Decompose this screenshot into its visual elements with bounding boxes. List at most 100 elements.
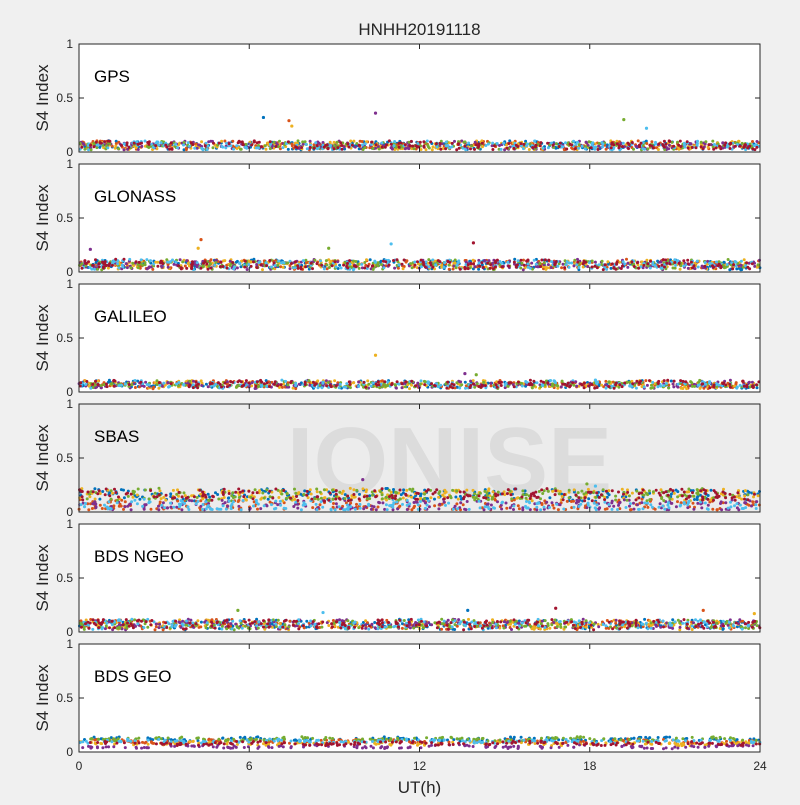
data-point — [728, 268, 731, 271]
data-point — [346, 262, 349, 265]
data-point — [670, 380, 673, 383]
data-point — [309, 146, 312, 149]
data-point — [182, 384, 185, 387]
data-point — [414, 501, 417, 504]
data-point — [451, 142, 454, 145]
data-point — [222, 265, 225, 268]
data-point — [539, 141, 542, 144]
data-point — [292, 495, 295, 498]
data-point — [118, 267, 121, 270]
data-point — [279, 265, 282, 268]
data-point — [95, 146, 98, 149]
data-point — [166, 261, 169, 264]
data-point — [308, 384, 311, 387]
y-axis-label: S4 Index — [33, 184, 52, 252]
data-point — [695, 146, 698, 149]
data-point — [604, 263, 607, 266]
data-point — [430, 264, 433, 267]
data-point — [375, 143, 378, 146]
data-point — [630, 508, 633, 511]
data-point — [436, 146, 439, 149]
data-point-peak — [622, 118, 625, 121]
data-point — [520, 382, 523, 385]
data-point — [621, 145, 624, 148]
data-point — [280, 493, 283, 496]
data-point — [181, 260, 184, 263]
data-point — [160, 260, 163, 263]
data-point — [696, 496, 699, 499]
data-point — [294, 492, 297, 495]
data-point — [527, 259, 530, 262]
data-point — [467, 263, 470, 266]
data-point — [551, 504, 554, 507]
data-point — [662, 499, 665, 502]
data-point — [136, 494, 139, 497]
data-point — [697, 493, 700, 496]
data-point — [373, 260, 376, 263]
data-point — [331, 489, 334, 492]
data-point — [507, 142, 510, 145]
data-point — [477, 146, 480, 149]
data-point — [657, 148, 660, 151]
data-point — [170, 141, 173, 144]
data-point — [564, 141, 567, 144]
data-point — [531, 386, 534, 389]
data-point — [753, 265, 756, 268]
data-point — [164, 144, 167, 147]
data-point — [316, 262, 319, 265]
data-point — [382, 266, 385, 269]
data-point — [336, 141, 339, 144]
data-point — [200, 384, 203, 387]
data-point — [453, 140, 456, 143]
data-point — [665, 382, 668, 385]
data-point — [131, 262, 134, 265]
data-point — [360, 263, 363, 266]
data-point — [487, 487, 490, 490]
data-point — [690, 142, 693, 145]
data-point — [611, 262, 614, 265]
data-point — [679, 268, 682, 271]
data-point — [304, 140, 307, 143]
data-point — [668, 506, 671, 509]
data-point — [130, 383, 133, 386]
data-point — [327, 147, 330, 150]
data-point — [544, 258, 547, 261]
data-point — [643, 502, 646, 505]
data-point — [479, 492, 482, 495]
data-point — [213, 264, 216, 267]
data-point — [451, 489, 454, 492]
data-point — [346, 142, 349, 145]
data-point — [646, 262, 649, 265]
data-point — [644, 379, 647, 382]
data-point — [196, 261, 199, 264]
data-point — [661, 505, 664, 508]
data-point — [748, 267, 751, 270]
data-point — [751, 262, 754, 265]
data-point — [560, 385, 563, 388]
data-point — [539, 265, 542, 268]
data-point — [696, 502, 699, 505]
data-point — [110, 498, 113, 501]
data-point — [553, 507, 556, 510]
data-point — [343, 497, 346, 500]
data-point — [529, 267, 532, 270]
data-point — [452, 508, 455, 511]
data-point — [411, 145, 414, 148]
data-point — [463, 266, 466, 269]
data-point — [321, 386, 324, 389]
data-point — [325, 384, 328, 387]
data-point — [89, 144, 92, 147]
data-point — [105, 383, 108, 386]
data-point — [347, 146, 350, 149]
data-point — [529, 383, 532, 386]
data-point — [220, 140, 223, 143]
data-point — [570, 143, 573, 146]
data-point — [217, 381, 220, 384]
data-point — [384, 146, 387, 149]
data-point — [390, 383, 393, 386]
data-point — [256, 508, 259, 511]
data-point — [513, 498, 516, 501]
data-point — [185, 259, 188, 262]
data-point — [454, 262, 457, 265]
data-point — [646, 147, 649, 150]
